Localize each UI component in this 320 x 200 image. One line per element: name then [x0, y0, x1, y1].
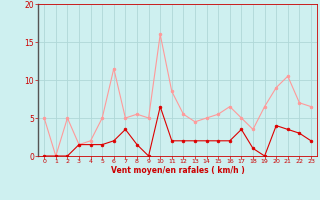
- X-axis label: Vent moyen/en rafales ( km/h ): Vent moyen/en rafales ( km/h ): [111, 166, 244, 175]
